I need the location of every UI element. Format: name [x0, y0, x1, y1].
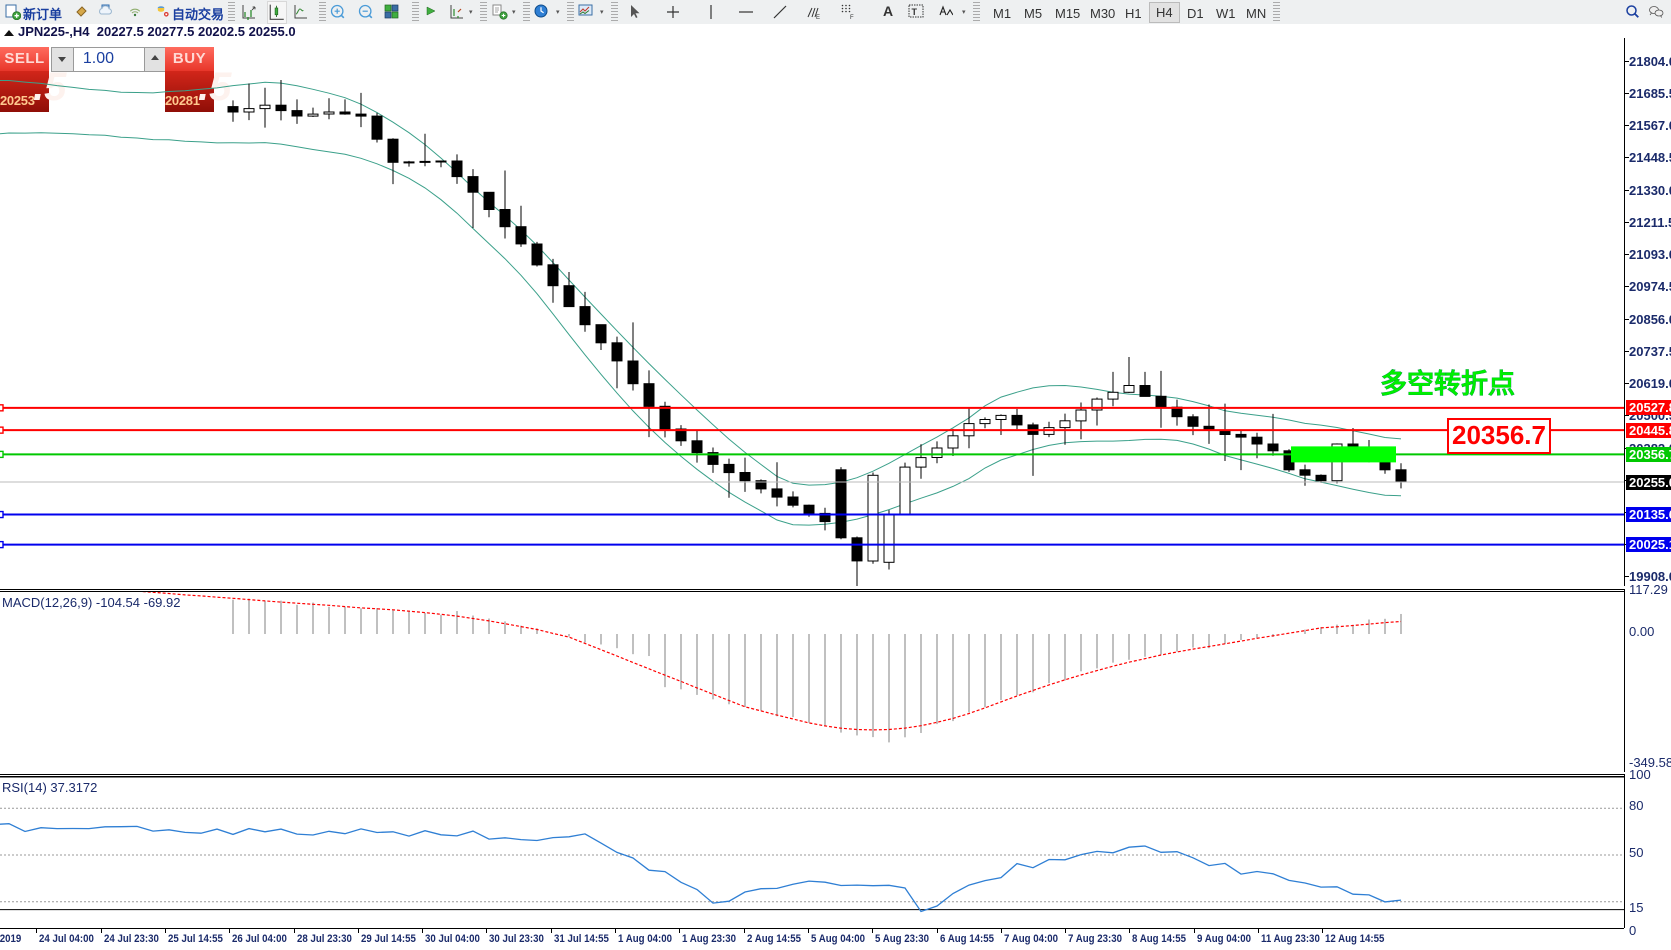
svg-text:多空转折点: 多空转折点	[1380, 368, 1515, 399]
svg-text:F: F	[850, 15, 854, 20]
svg-text:E: E	[816, 15, 820, 20]
svg-text:T: T	[912, 7, 918, 17]
